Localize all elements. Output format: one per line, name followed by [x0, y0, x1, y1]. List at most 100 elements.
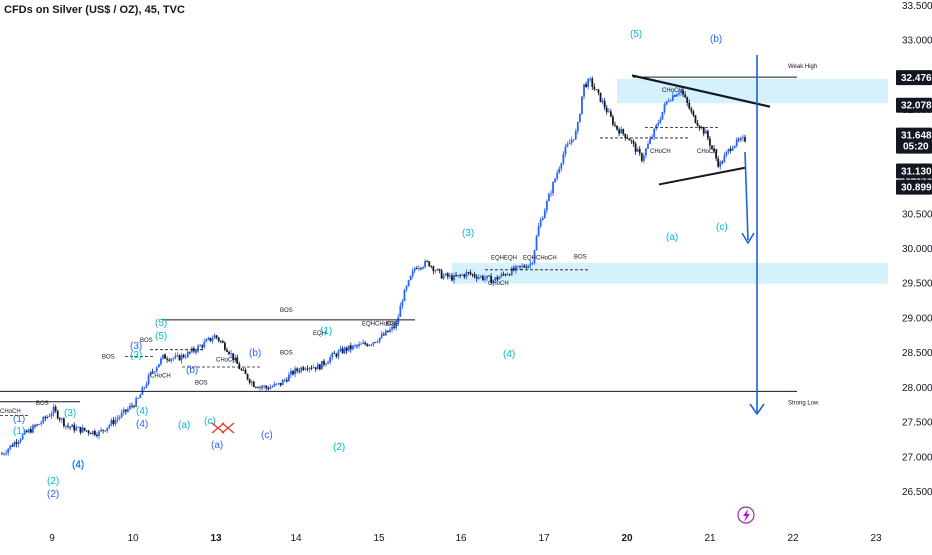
price-pill-countdown: 05:20 [903, 142, 929, 153]
candle [574, 131, 577, 140]
candle [737, 139, 740, 141]
candle [46, 416, 49, 419]
candle [713, 148, 715, 152]
candle [203, 341, 206, 348]
candle [378, 337, 381, 342]
candle [306, 368, 309, 370]
candle [79, 426, 82, 433]
candle [124, 409, 127, 412]
candle [407, 280, 410, 287]
weak-high-label: Weak High [788, 64, 817, 70]
wave-label: (2) [47, 476, 59, 487]
candle [515, 266, 517, 271]
candle [585, 84, 587, 88]
candle [174, 355, 177, 359]
structure-note: BOS [195, 380, 208, 386]
candle [323, 360, 325, 365]
price-pill [896, 97, 932, 113]
wave-label: (3) [64, 408, 76, 419]
wave-label: (1) [13, 414, 25, 425]
candle [182, 354, 185, 358]
candle [300, 367, 303, 372]
candle [603, 100, 606, 108]
candle [640, 153, 643, 161]
candle [457, 274, 460, 277]
candle [157, 364, 160, 368]
candle [459, 274, 462, 276]
candle [612, 116, 614, 125]
candle [597, 89, 600, 93]
candle [337, 351, 340, 357]
candle [554, 178, 557, 183]
candle [114, 419, 117, 424]
x-tick-label: 17 [538, 533, 550, 544]
candle [477, 277, 480, 279]
candle [327, 362, 329, 364]
candle [521, 265, 523, 267]
structure-note: CHoCH [375, 321, 396, 327]
candle [277, 382, 280, 384]
candle [719, 161, 722, 167]
candle [232, 353, 235, 361]
candle [661, 112, 664, 120]
candle [100, 429, 102, 432]
candle [104, 430, 107, 432]
candle [77, 426, 80, 428]
candle [56, 410, 59, 419]
candle [657, 122, 660, 126]
candle [36, 424, 38, 426]
candle [393, 326, 396, 328]
candle [42, 416, 45, 423]
candle [432, 266, 435, 272]
structure-note: BOS [140, 338, 153, 344]
candle [380, 334, 383, 338]
candle [314, 367, 317, 370]
candle [13, 442, 16, 447]
candle [180, 354, 183, 361]
y-tick-label: 27.000 [902, 452, 932, 463]
candle [645, 148, 647, 156]
candle [647, 143, 649, 149]
candle [599, 92, 602, 102]
candle [290, 370, 292, 375]
candle [3, 453, 5, 455]
candle [155, 367, 158, 372]
candle [32, 425, 34, 433]
candle [531, 262, 534, 264]
strong-low-label: Strong Low [788, 400, 819, 406]
candle [548, 193, 550, 202]
structure-note: CHoCH [216, 357, 237, 363]
price-pill-label: 32.476 [901, 73, 932, 84]
triangle-upper-line [631, 74, 771, 108]
wave-label: (4) [72, 460, 84, 471]
candle [436, 269, 439, 271]
candle [405, 286, 408, 290]
candle [616, 125, 618, 130]
candle [463, 274, 466, 277]
candle [550, 193, 552, 195]
candle [242, 369, 245, 371]
candle [89, 433, 92, 435]
candle [671, 95, 674, 101]
lightning-glyph [743, 509, 750, 522]
candle [7, 448, 10, 454]
candle [209, 337, 212, 341]
candle [496, 277, 499, 280]
candle [535, 236, 538, 251]
wave-label: (2) [333, 442, 345, 453]
candle [591, 78, 594, 87]
wave-label: (5) [155, 331, 167, 342]
candle [490, 275, 493, 284]
candle [446, 273, 449, 277]
candle [65, 425, 67, 427]
candle [197, 345, 199, 352]
candle [372, 342, 375, 345]
structure-note: CHoCH [536, 255, 557, 261]
candle [108, 425, 111, 428]
candle [663, 104, 666, 113]
candle [246, 374, 249, 380]
candle [135, 398, 138, 407]
candle [302, 367, 305, 370]
